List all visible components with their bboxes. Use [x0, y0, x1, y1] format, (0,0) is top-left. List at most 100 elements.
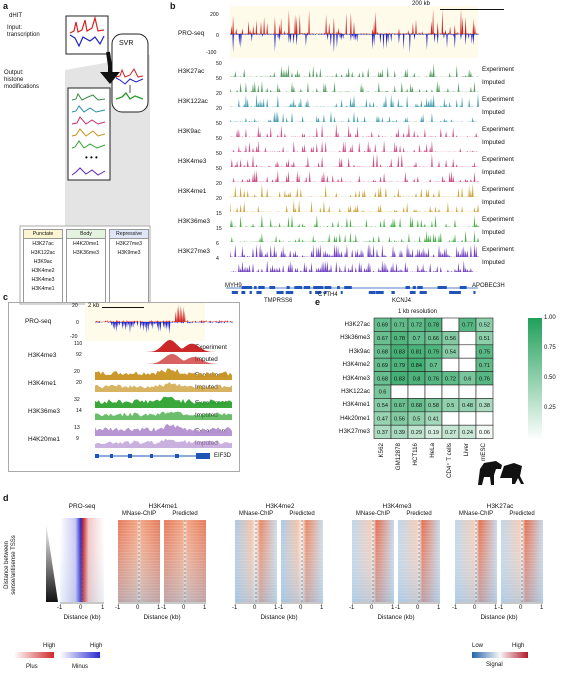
heatmap-value: 0.29: [411, 430, 422, 436]
heatmap-value: 0.68: [411, 403, 422, 409]
plus-high-label: High: [43, 643, 56, 649]
experiment-label: Experiment: [482, 156, 514, 163]
heatmap-value: 0.37: [377, 430, 388, 436]
x-tick-label: -1: [452, 605, 458, 611]
imputed-label: Imputed: [482, 259, 505, 266]
heatmap-value: 0.39: [394, 430, 405, 436]
panel-b-track-scale: 15: [216, 211, 222, 217]
x-tick-label: -1: [232, 605, 238, 611]
imputed-label: Imputed: [482, 109, 505, 116]
panel-c-scale-bar: [102, 307, 144, 308]
x-tick-label: 1: [391, 605, 395, 611]
x-tick-label: -1: [278, 605, 284, 611]
heatmap-value: 0.5: [447, 403, 455, 409]
heatmap-value: 0.6: [379, 390, 387, 396]
x-tick-label: 1: [157, 605, 161, 611]
x-tick-label: 1: [540, 605, 544, 611]
heatmap-value: 0.5: [413, 417, 421, 423]
heatmap-sub-title: Predicted: [172, 511, 198, 517]
panel-c-track-scale: 20: [74, 369, 80, 375]
heatmap-value: 0.79: [394, 363, 405, 369]
heatmap-value: 0.47: [377, 417, 388, 423]
heatmap-row-label: H3K4me3: [342, 374, 370, 382]
panel-b-proseq-label: PRO-seq: [178, 30, 205, 37]
heatmap-value: 0.38: [479, 403, 490, 409]
heatmap-row-label: H3K27me3: [339, 428, 370, 436]
minus-label: Minus: [72, 664, 89, 670]
experiment-label: Experiment: [482, 186, 514, 193]
experiment-label: Experiment: [482, 126, 514, 133]
x-axis-label: Distance (kb): [260, 614, 298, 621]
panel-b-track-label: H3K27me3: [178, 248, 210, 255]
heatmap-row-label: H3K27ac: [344, 321, 370, 328]
heatmap-value: 0.75: [479, 350, 490, 356]
gene-label: CYTH4: [318, 292, 338, 298]
panel-b-track-scale: 50: [216, 166, 222, 172]
panel-c-frame: [8, 302, 240, 472]
heatmap-sub-title: MNase-ChIP: [458, 511, 494, 517]
heatmap-value: 0.83: [394, 350, 405, 356]
heatmap-value: 0.72: [445, 376, 456, 382]
gene-label: KCNJ4: [392, 298, 412, 304]
x-tick-label: 0: [79, 605, 83, 611]
heatmap-value: 0.56: [445, 336, 456, 342]
x-axis-label: Distance (kb): [377, 614, 415, 621]
x-tick-label: -1: [57, 605, 63, 611]
heatmap-value: 0.76: [428, 376, 439, 382]
x-tick-label: 1: [494, 605, 498, 611]
gene-label: APOBEC3H: [472, 283, 505, 289]
x-tick-label: -1: [498, 605, 504, 611]
panel-c-track-label: H3K4me1: [28, 380, 57, 387]
x-tick-label: 0: [473, 605, 477, 611]
x-tick-label: 1: [320, 605, 324, 611]
panel-c-track-scale: 32: [74, 397, 80, 403]
heatmap-value: 0.71: [479, 363, 490, 369]
panel-c-proseq-tick: -20: [70, 334, 78, 340]
panel-c-proseq-tick: 0: [76, 320, 79, 326]
svr-label: SVR: [119, 40, 134, 47]
imputed-label: Imputed: [482, 139, 505, 146]
colorbar-tick: 0.75: [544, 345, 556, 351]
heatmap-value: 0.83: [394, 376, 405, 382]
panel-b-track-scale: 4: [216, 256, 219, 262]
heatmap-sub-title: Predicted: [289, 511, 315, 517]
minus-legend-bar: [60, 652, 100, 658]
colorbar-max: 1.00: [544, 315, 556, 321]
heatmap-value: 0.27: [445, 430, 456, 436]
heatmap-value: 0.52: [479, 323, 490, 329]
heatmap-value: 0.06: [479, 430, 490, 436]
panel-b-track-scale: 50: [216, 151, 222, 157]
panel-b-track-scale: 20: [216, 181, 222, 187]
heatmap-value: 0.56: [394, 417, 405, 423]
panel-c-track-label: H3K4me3: [28, 352, 57, 359]
horse-icon: [478, 461, 502, 485]
heatmap-sub-title: Predicted: [406, 511, 432, 517]
heatmap-value: 0.71: [394, 323, 405, 329]
minus-high-label: High: [90, 643, 103, 649]
panel-b-track-scale: 50: [216, 136, 222, 142]
heatmap-value: 0.51: [479, 336, 490, 342]
heatmap-value: 0.77: [462, 323, 473, 329]
panel-b-proseq-tick: 0: [216, 33, 219, 39]
plus-label: Plus: [26, 664, 38, 670]
panel-c-gene: EIF3D: [214, 453, 232, 459]
heatmap-value: 0.7: [413, 336, 421, 342]
panel-b-scale-label: 200 kb: [412, 1, 431, 7]
signal-high-label: High: [512, 643, 525, 649]
plus-legend-bar: [14, 652, 54, 658]
x-tick-label: 1: [101, 605, 105, 611]
heatmap-group-title: H3K27ac: [486, 503, 514, 510]
panel-c-track-scale: 14: [76, 408, 82, 414]
imputed-label: Imputed: [482, 199, 505, 206]
gene-label: MYH9: [225, 283, 242, 289]
signal-label: Signal: [486, 662, 503, 668]
x-axis-label: Distance (kb): [63, 614, 101, 621]
heatmap-value: 0.72: [411, 323, 422, 329]
panel-c-proseq-label: PRO-seq: [25, 318, 52, 325]
heatmap-sub-title: MNase-ChIP: [355, 511, 391, 517]
heatmap-value: 0.76: [479, 376, 490, 382]
heatmap-value: 0.78: [428, 323, 439, 329]
